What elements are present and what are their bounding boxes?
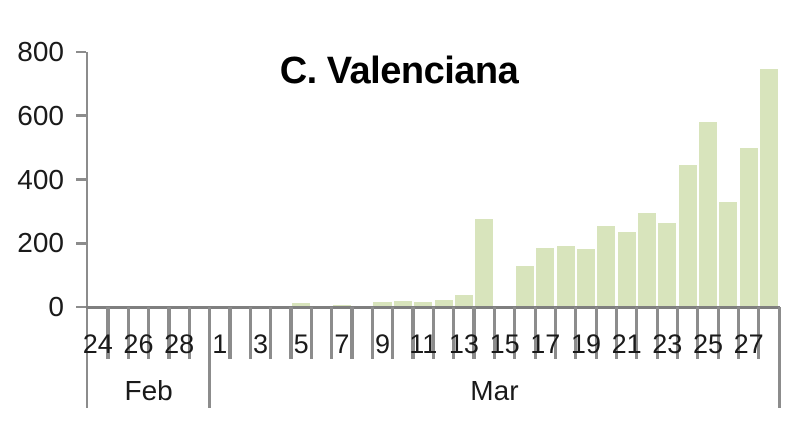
x-tick [574, 307, 578, 359]
bar [414, 302, 433, 307]
bar [597, 226, 616, 307]
month-label: Mar [470, 375, 519, 406]
x-tick [370, 307, 374, 359]
x-axis-tick-label: 15 [489, 329, 520, 359]
x-axis-tick-label: 3 [252, 329, 268, 359]
x-tick [106, 307, 110, 359]
x-axis-tick-label: 13 [448, 329, 479, 359]
y-tick [76, 241, 86, 245]
x-tick [309, 307, 313, 359]
month-separator-tick [777, 307, 781, 408]
month-separator-tick [208, 307, 212, 408]
y-axis-tick-label: 400 [17, 163, 64, 195]
x-tick [696, 307, 700, 359]
bar [515, 265, 534, 307]
x-axis-tick-label: 9 [375, 329, 391, 359]
y-tick [76, 50, 86, 54]
x-tick [248, 307, 252, 359]
bar [373, 302, 392, 307]
x-axis-tick-label: 21 [611, 329, 642, 359]
bar [536, 248, 555, 307]
month-label: Feb [124, 375, 173, 406]
x-axis-tick-label: 7 [334, 329, 350, 359]
x-tick [330, 307, 334, 359]
bar [617, 232, 636, 307]
bar [759, 68, 779, 307]
x-tick [411, 307, 415, 359]
x-axis-tick-label: 28 [164, 329, 195, 359]
bar [698, 122, 718, 307]
x-tick [594, 307, 598, 359]
x-tick [187, 307, 191, 359]
bar [393, 301, 412, 307]
x-tick [757, 307, 761, 359]
x-tick [614, 307, 619, 359]
bar [454, 294, 473, 307]
x-tick [533, 307, 537, 359]
x-axis-tick-label: 27 [733, 329, 764, 359]
bar [658, 223, 677, 307]
x-tick [452, 307, 456, 359]
y-axis-tick-label: 0 [48, 291, 64, 322]
x-tick [513, 307, 517, 359]
x-axis-tick-label: 11 [409, 329, 438, 359]
y-tick [76, 114, 86, 118]
x-tick [635, 307, 639, 359]
bar [719, 201, 738, 307]
bar [434, 299, 453, 307]
bar [637, 212, 657, 307]
x-tick [472, 307, 476, 359]
y-axis-tick-label: 800 [17, 36, 64, 67]
x-axis-tick-label: 19 [570, 329, 601, 359]
x-axis-tick-label: 24 [82, 329, 113, 359]
x-tick [553, 307, 558, 359]
bar [292, 303, 311, 307]
x-axis-tick-label: 26 [123, 329, 154, 359]
x-tick [350, 307, 354, 359]
x-axis-tick-label: 25 [692, 329, 724, 359]
bar [576, 248, 596, 307]
y-tick [76, 305, 86, 309]
x-tick [675, 307, 680, 359]
x-axis-tick-label: 5 [293, 329, 309, 359]
x-tick [126, 307, 130, 359]
bar [475, 219, 494, 307]
x-tick [716, 307, 720, 359]
y-axis-tick-label: 600 [17, 99, 64, 131]
y-axis-tick-label: 200 [17, 227, 64, 259]
x-tick [289, 307, 293, 359]
x-tick [655, 307, 659, 359]
x-axis-tick-label: 23 [652, 329, 683, 359]
y-axis-line [85, 52, 89, 408]
x-tick [492, 307, 496, 359]
bar [556, 246, 575, 307]
x-tick [431, 307, 435, 359]
x-tick [736, 307, 741, 359]
x-axis-tick-label: 1 [212, 329, 228, 359]
chart-title: C. Valenciana [279, 50, 519, 92]
y-tick [76, 178, 86, 181]
bar [678, 165, 697, 307]
x-tick [269, 307, 273, 359]
x-tick [167, 307, 171, 359]
bar [739, 147, 758, 307]
x-axis-tick-label: 17 [530, 329, 561, 359]
x-tick [228, 307, 232, 359]
x-tick [391, 307, 395, 359]
x-tick [147, 307, 151, 359]
